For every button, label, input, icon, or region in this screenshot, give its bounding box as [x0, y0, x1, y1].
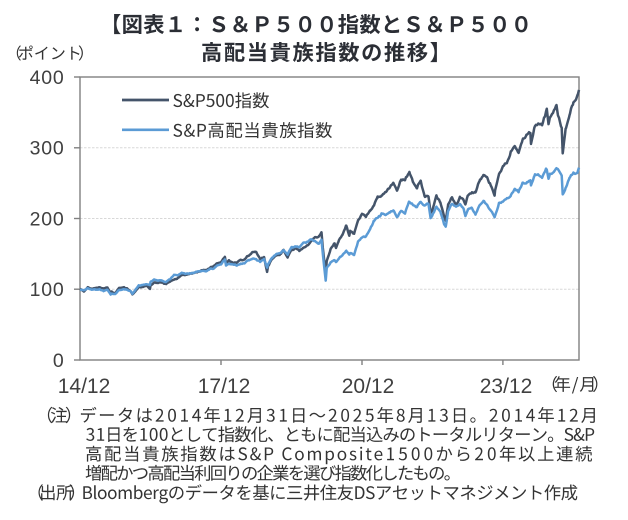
svg-text:14/12: 14/12 [58, 375, 111, 398]
svg-text:400: 400 [30, 67, 65, 89]
svg-text:17/12: 17/12 [198, 375, 251, 398]
svg-text:23/12: 23/12 [480, 375, 533, 398]
svg-text:20/12: 20/12 [342, 375, 395, 398]
svg-text:0: 0 [53, 350, 65, 372]
svg-text:300: 300 [30, 138, 65, 160]
svg-text:200: 200 [30, 208, 65, 230]
svg-text:100: 100 [30, 279, 65, 301]
